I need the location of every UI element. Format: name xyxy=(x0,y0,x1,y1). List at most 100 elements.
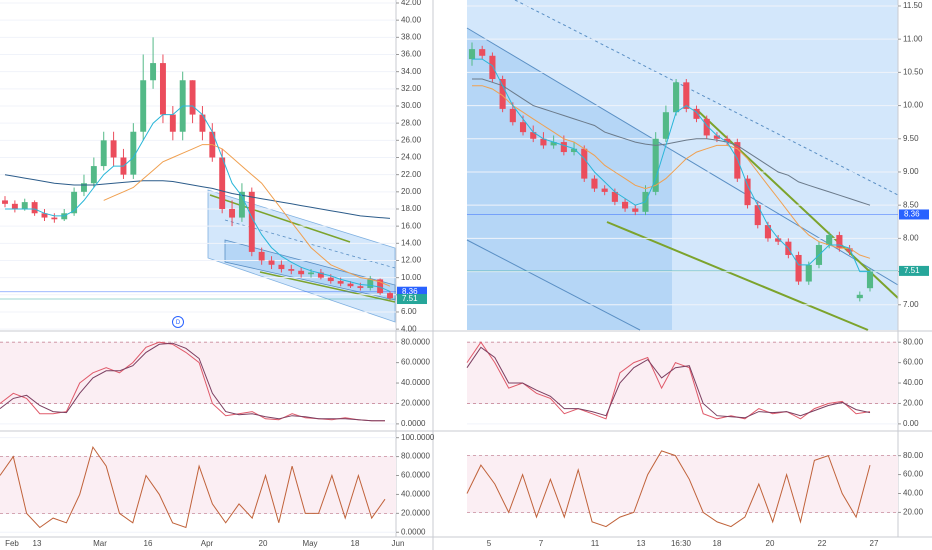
y-tick-label: 9.50 xyxy=(903,134,919,143)
candle-body xyxy=(288,269,295,271)
x-tick-label: 22 xyxy=(818,539,827,548)
candle-body xyxy=(229,208,236,218)
y-tick-label: 80.00 xyxy=(903,337,924,346)
candle-body xyxy=(530,132,537,139)
y-tick-label: 100.0000 xyxy=(401,433,435,442)
candle-body xyxy=(31,202,38,214)
y-tick-label: 0.0000 xyxy=(401,527,426,536)
candle-body xyxy=(140,80,147,132)
candle-body xyxy=(775,238,782,242)
candle-body xyxy=(327,277,334,282)
x-tick-label: 20 xyxy=(766,539,775,548)
candle-body xyxy=(81,183,87,192)
y-tick-label: 20.0000 xyxy=(401,399,430,408)
candle-body xyxy=(317,272,324,278)
y-tick-label: 14.00 xyxy=(401,238,422,247)
candle-body xyxy=(258,251,265,261)
candle-body xyxy=(219,157,226,209)
candle-body xyxy=(387,293,393,299)
candle-body xyxy=(754,205,761,226)
price-tag-label: 7.51 xyxy=(904,266,920,275)
candle-body xyxy=(764,225,772,239)
x-tick-label: Feb xyxy=(5,539,19,548)
oscillator-line xyxy=(466,450,871,528)
candle-body xyxy=(298,270,305,275)
oscillator-line xyxy=(0,342,385,422)
candle-body xyxy=(856,294,863,299)
trend-line xyxy=(696,109,899,299)
y-tick-label: 20.00 xyxy=(903,399,924,408)
candle-body xyxy=(347,283,354,287)
y-tick-label: 80.00 xyxy=(903,451,924,460)
x-tick-label: 27 xyxy=(870,539,879,548)
candle-body xyxy=(652,138,659,192)
channel-fill xyxy=(467,28,672,330)
y-tick-label: 40.00 xyxy=(903,489,924,498)
candle-body xyxy=(581,148,588,179)
y-tick-label: 6.00 xyxy=(401,307,417,316)
candle-body xyxy=(278,264,285,270)
y-tick-label: 22.00 xyxy=(401,170,422,179)
y-tick-label: 0.00 xyxy=(903,419,919,428)
candle-body xyxy=(51,217,58,220)
candle-body xyxy=(601,188,608,192)
y-tick-label: 60.00 xyxy=(903,470,924,479)
y-tick-label: 10.50 xyxy=(903,67,924,76)
x-tick-label: 20 xyxy=(259,539,268,548)
y-tick-label: 8.50 xyxy=(903,200,919,209)
y-tick-label: 80.0000 xyxy=(401,337,430,346)
y-tick-label: 18.00 xyxy=(401,204,422,213)
candle-body xyxy=(308,272,314,275)
candle-body xyxy=(11,203,18,209)
candle-body xyxy=(846,248,853,252)
candle-body xyxy=(724,138,731,143)
candle-body xyxy=(703,118,710,136)
x-tick-label: Mar xyxy=(93,539,107,548)
price-tag xyxy=(397,294,427,305)
candle-body xyxy=(337,281,344,284)
y-tick-label: 10.00 xyxy=(903,101,924,110)
event-marker-label: D xyxy=(176,320,181,326)
candle-body xyxy=(479,49,486,56)
candle-body xyxy=(110,140,117,158)
y-tick-label: 30.00 xyxy=(401,101,422,110)
x-tick-label: Jun xyxy=(392,539,405,548)
y-tick-label: 8.00 xyxy=(903,233,919,242)
candle-body xyxy=(90,166,97,184)
x-tick-label: 11 xyxy=(591,539,600,548)
candle-body xyxy=(713,135,720,139)
band-fill xyxy=(467,455,898,513)
channel-line xyxy=(466,239,641,331)
candle-body xyxy=(591,178,598,189)
candle-body xyxy=(268,260,275,265)
candle-body xyxy=(836,235,843,249)
y-tick-label: 34.00 xyxy=(401,67,422,76)
candle-body xyxy=(71,191,78,214)
y-tick-label: 20.00 xyxy=(401,187,422,196)
y-tick-label: 40.00 xyxy=(903,378,924,387)
candle-body xyxy=(169,114,176,132)
trend-line xyxy=(259,271,396,303)
candle-body xyxy=(489,55,496,80)
candle-body xyxy=(560,142,567,153)
trend-line xyxy=(606,221,869,331)
candle-body xyxy=(795,254,802,282)
x-tick-label: 7 xyxy=(539,539,544,548)
event-marker[interactable] xyxy=(172,316,184,328)
candle-body xyxy=(673,82,680,113)
price-tag xyxy=(899,209,929,220)
candle-body xyxy=(199,114,206,132)
x-tick-label: 16 xyxy=(144,539,153,548)
candle-body xyxy=(357,286,364,288)
y-tick-label: 11.00 xyxy=(903,34,923,43)
x-tick-label: 18 xyxy=(713,539,722,548)
y-tick-label: 40.0000 xyxy=(401,490,430,499)
x-tick-label: 18 xyxy=(351,539,360,548)
candle-body xyxy=(622,201,629,209)
x-tick-label: 5 xyxy=(487,539,492,548)
x-tick-label: May xyxy=(302,539,317,548)
y-tick-label: 0.0000 xyxy=(401,419,426,428)
y-tick-label: 32.00 xyxy=(401,84,422,93)
